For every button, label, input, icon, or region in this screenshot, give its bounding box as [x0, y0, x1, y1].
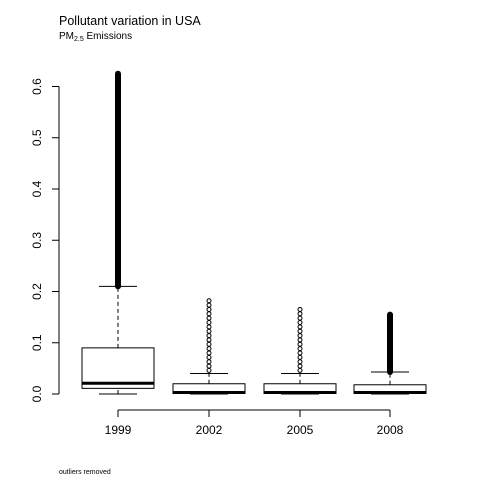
outlier-point [297, 337, 303, 343]
outlier-point [206, 337, 212, 343]
outlier-point [297, 354, 303, 360]
x-tick-label: 2002 [196, 423, 223, 437]
outlier-point [206, 341, 212, 347]
outlier-point [206, 298, 212, 304]
y-tick-label: 0.4 [30, 180, 44, 197]
outlier-point [206, 363, 212, 369]
outlier-point [206, 350, 212, 356]
outlier-point [297, 367, 303, 373]
outlier-point [206, 311, 212, 317]
y-tick-label: 0.5 [30, 129, 44, 146]
outlier-point [297, 363, 303, 369]
outlier-point [206, 328, 212, 334]
outlier-point [297, 328, 303, 334]
outlier-point [297, 311, 303, 317]
outlier-point [206, 346, 212, 352]
outlier-point [206, 359, 212, 365]
y-tick-label: 0.3 [30, 232, 44, 249]
subtitle-subscript: 2.5 [74, 36, 84, 43]
footnote: outliers removed [59, 469, 111, 476]
outlier-point [297, 306, 303, 312]
y-tick-label: 0.2 [30, 283, 44, 300]
outlier-point [206, 320, 212, 326]
x-tick-label: 2005 [287, 423, 314, 437]
outlier-point [297, 333, 303, 339]
outlier-point [206, 302, 212, 308]
x-tick-label: 1999 [105, 423, 132, 437]
outlier-point [206, 354, 212, 360]
outlier-point [297, 324, 303, 330]
outlier-point [297, 320, 303, 326]
outlier-point [206, 367, 212, 373]
x-tick-label: 2008 [377, 423, 404, 437]
outlier-point [297, 341, 303, 347]
y-tick-label: 0.6 [30, 78, 44, 95]
box-iqr [81, 347, 155, 389]
outlier-point [206, 324, 212, 330]
outlier-point [297, 315, 303, 321]
outlier-point [297, 359, 303, 365]
chart-subtitle: PM2.5 Emissions [59, 31, 132, 43]
outlier-point [206, 333, 212, 339]
outlier-point [297, 350, 303, 356]
subtitle-prefix: PM [59, 31, 74, 42]
outlier-point [206, 315, 212, 321]
chart-title: Pollutant variation in USA [59, 14, 201, 28]
subtitle-suffix: Emissions [83, 31, 133, 42]
outlier-point [297, 346, 303, 352]
y-tick-label: 0.1 [30, 334, 44, 351]
outlier-point [206, 306, 212, 312]
y-tick-label: 0.0 [30, 385, 44, 402]
